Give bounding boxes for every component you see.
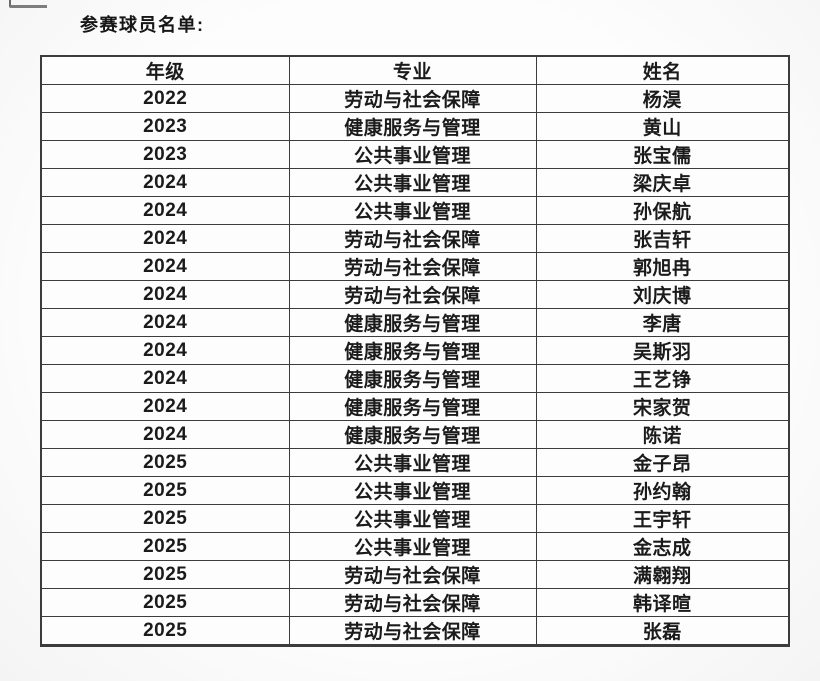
table-cell: 2025 [40, 588, 290, 617]
table-cell: 2024 [40, 392, 290, 421]
table-cell: 劳动与社会保障 [288, 84, 537, 113]
table-cell: 杨淏 [535, 84, 790, 113]
table-cell: 劳动与社会保障 [288, 588, 537, 617]
table-cell: 梁庆卓 [535, 168, 790, 197]
table-cell: 孙约翰 [535, 476, 790, 505]
table-cell: 健康服务与管理 [288, 364, 537, 393]
table-row: 2025 劳动与社会保障 满翱翔 [40, 560, 790, 589]
table-row: 2024 公共事业管理 孙保航 [40, 196, 790, 225]
table-cell: 张吉轩 [535, 224, 790, 253]
table-cell: 健康服务与管理 [288, 336, 537, 365]
table-cell: 2025 [40, 448, 290, 477]
table-cell: 2025 [40, 560, 290, 589]
table-cell: 刘庆博 [535, 280, 790, 309]
table-row: 2024 健康服务与管理 陈诺 [40, 420, 790, 449]
table-cell: 2024 [40, 420, 290, 449]
table-cell: 2022 [40, 84, 290, 113]
table-cell: 健康服务与管理 [288, 112, 537, 141]
column-header-name: 姓名 [535, 55, 790, 85]
table-row: 2025 公共事业管理 孙约翰 [40, 476, 790, 505]
table-cell: 2023 [40, 112, 290, 141]
table-row: 2024 健康服务与管理 宋家贺 [40, 392, 790, 421]
table-row: 2023 公共事业管理 张宝儒 [40, 140, 790, 169]
table-row: 2024 劳动与社会保障 张吉轩 [40, 224, 790, 253]
table-cell: 韩译暄 [535, 588, 790, 617]
table-cell: 2025 [40, 476, 290, 505]
table-row: 2024 健康服务与管理 王艺铮 [40, 364, 790, 393]
table-cell: 2024 [40, 224, 290, 253]
table-cell: 公共事业管理 [288, 140, 537, 169]
table-cell: 公共事业管理 [288, 504, 537, 533]
table-cell: 2023 [40, 140, 290, 169]
table-cell: 2024 [40, 364, 290, 393]
table-cell: 2025 [40, 532, 290, 561]
table-cell: 公共事业管理 [288, 532, 537, 561]
table-cell: 公共事业管理 [288, 196, 537, 225]
table-row: 2023 健康服务与管理 黄山 [40, 112, 790, 141]
table-cell: 郭旭冉 [535, 252, 790, 281]
table-cell: 王艺铮 [535, 364, 790, 393]
table-row: 2025 公共事业管理 王宇轩 [40, 504, 790, 533]
table-cell: 2024 [40, 308, 290, 337]
table-cell: 吴斯羽 [535, 336, 790, 365]
table-cell: 宋家贺 [535, 392, 790, 421]
table-cell: 金志成 [535, 532, 790, 561]
table-row: 2025 公共事业管理 金子昂 [40, 448, 790, 477]
table-row: 2024 劳动与社会保障 刘庆博 [40, 280, 790, 309]
table-cell: 劳动与社会保障 [288, 280, 537, 309]
table-cell: 满翱翔 [535, 560, 790, 589]
page-title: 参赛球员名单: [80, 15, 205, 35]
table-cell: 张磊 [535, 616, 790, 646]
column-header-major: 专业 [288, 55, 537, 85]
table-cell: 黄山 [535, 112, 790, 141]
table-cell: 张宝儒 [535, 140, 790, 169]
table-cell: 李唐 [535, 308, 790, 337]
roster-table: 年级 专业 姓名 2022 劳动与社会保障 杨淏 2023 健康服务与管理 黄山 2023 公… [40, 55, 790, 647]
table-row: 2024 劳动与社会保障 郭旭冉 [40, 252, 790, 281]
table-cell: 2024 [40, 280, 290, 309]
table-cell: 2024 [40, 336, 290, 365]
table-cell: 金子昂 [535, 448, 790, 477]
table-cell: 公共事业管理 [288, 168, 537, 197]
table-cell: 王宇轩 [535, 504, 790, 533]
table-cell: 健康服务与管理 [288, 308, 537, 337]
photo-artifact [9, 0, 47, 8]
table-cell: 劳动与社会保障 [288, 560, 537, 589]
table-body: 2022 劳动与社会保障 杨淏 2023 健康服务与管理 黄山 2023 公共事业管理 张宝儒 2… [40, 84, 790, 646]
table-cell: 公共事业管理 [288, 448, 537, 477]
table-cell: 劳动与社会保障 [288, 252, 537, 281]
table-row: 2024 公共事业管理 梁庆卓 [40, 168, 790, 197]
table-row: 2024 健康服务与管理 李唐 [40, 308, 790, 337]
table-cell: 健康服务与管理 [288, 420, 537, 449]
table-cell: 2025 [40, 616, 290, 646]
table-cell: 健康服务与管理 [288, 392, 537, 421]
table-row: 2025 劳动与社会保障 韩译暄 [40, 588, 790, 617]
table-cell: 劳动与社会保障 [288, 224, 537, 253]
table-cell: 陈诺 [535, 420, 790, 449]
table-cell: 2025 [40, 504, 290, 533]
table-row: 2025 公共事业管理 金志成 [40, 532, 790, 561]
table-row: 2022 劳动与社会保障 杨淏 [40, 84, 790, 113]
table-cell: 2024 [40, 252, 290, 281]
table-cell: 孙保航 [535, 196, 790, 225]
table-cell: 公共事业管理 [288, 476, 537, 505]
table-row: 2024 健康服务与管理 吴斯羽 [40, 336, 790, 365]
table-cell: 2024 [40, 196, 290, 225]
column-header-grade: 年级 [40, 55, 290, 85]
table-cell: 2024 [40, 168, 290, 197]
table-header-row: 年级 专业 姓名 [40, 55, 790, 85]
table-cell: 劳动与社会保障 [288, 616, 537, 646]
table-row: 2025 劳动与社会保障 张磊 [40, 616, 790, 646]
